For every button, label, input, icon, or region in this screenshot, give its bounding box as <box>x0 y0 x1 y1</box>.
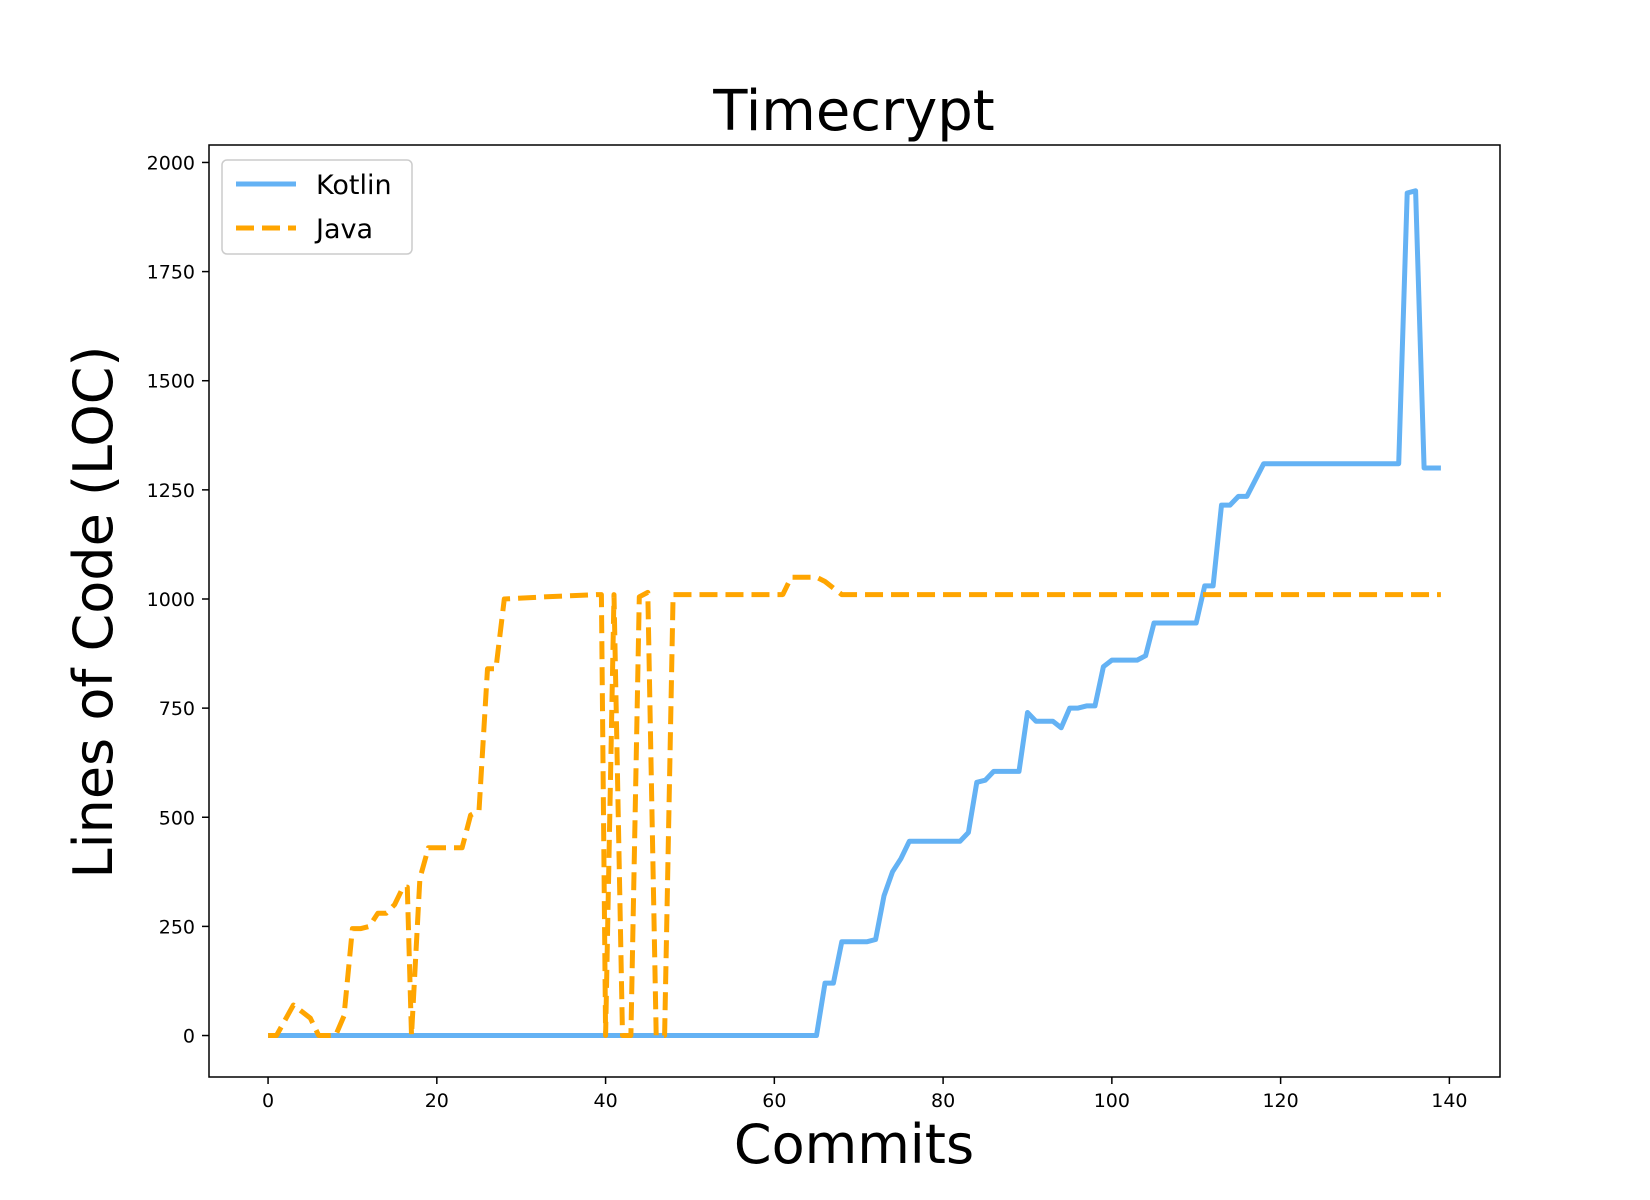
y-tick-label: 1750 <box>147 262 195 284</box>
x-axis-title: Commits <box>734 1113 974 1176</box>
legend-label-java: Java <box>314 214 373 245</box>
y-tick-label: 750 <box>159 698 195 720</box>
x-tick-label: 40 <box>593 1090 617 1112</box>
y-tick-label: 250 <box>159 916 195 938</box>
y-axis-title: Lines of Code (LOC) <box>62 346 125 879</box>
y-tick-label: 2000 <box>147 152 195 174</box>
series-line-kotlin <box>268 188 1441 1038</box>
x-tick-label: 120 <box>1262 1090 1298 1112</box>
y-tick-label: 0 <box>183 1026 195 1048</box>
x-tick-label: 80 <box>931 1090 955 1112</box>
plot-frame <box>208 144 1501 1078</box>
series-line-java <box>268 574 1441 1038</box>
y-tick-label: 1250 <box>147 480 195 502</box>
legend: Kotlin Java <box>221 159 413 255</box>
x-tick-label: 0 <box>262 1090 274 1112</box>
x-tick-label: 140 <box>1431 1090 1467 1112</box>
x-tick-label: 60 <box>762 1090 786 1112</box>
axis-ticks: 0 20 40 60 80 100 120 140 0 250 500 750 1000 1250 1500… <box>147 152 1468 1112</box>
plot-lines <box>268 188 1441 1038</box>
chart-title: Timecrypt <box>712 79 995 144</box>
y-tick-label: 1500 <box>147 371 195 393</box>
y-tick-label: 1000 <box>147 589 195 611</box>
legend-label-kotlin: Kotlin <box>316 170 392 201</box>
y-tick-label: 500 <box>159 807 195 829</box>
x-tick-label: 100 <box>1094 1090 1130 1112</box>
x-tick-label: 20 <box>425 1090 449 1112</box>
